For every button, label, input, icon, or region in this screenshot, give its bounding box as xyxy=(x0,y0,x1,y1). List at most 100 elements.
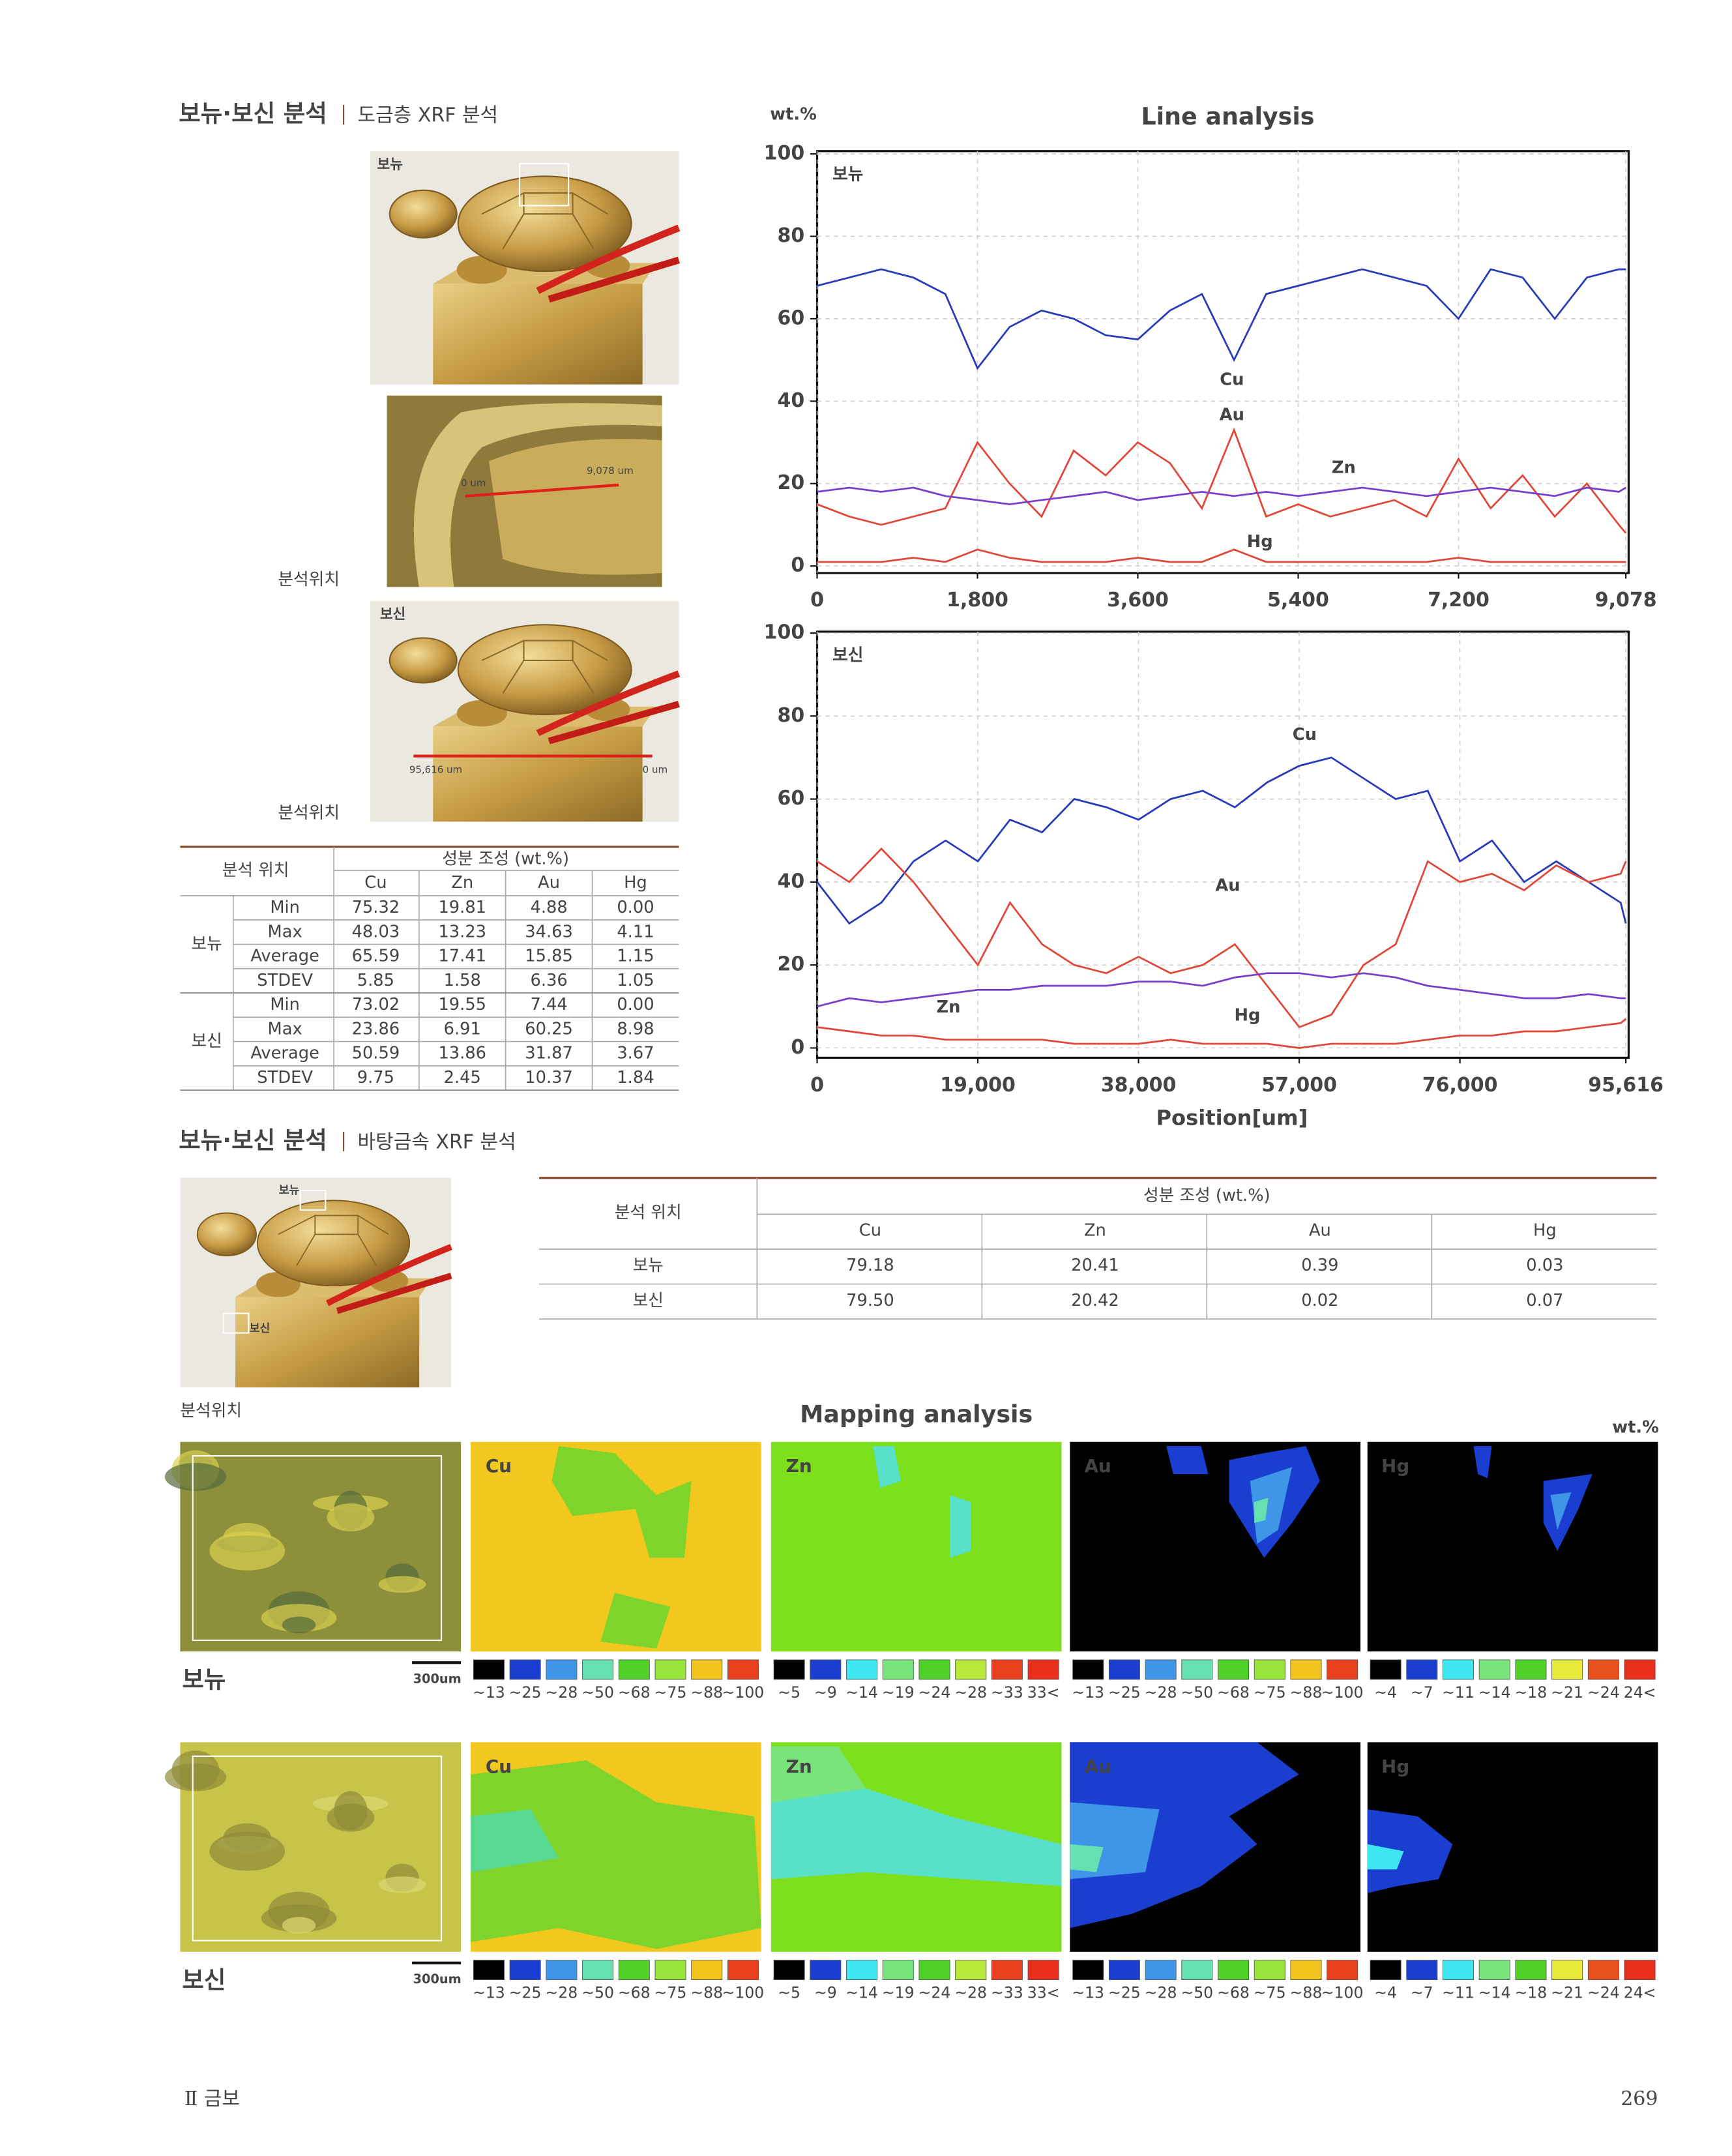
legend-label: ~19 xyxy=(882,1683,915,1702)
legend-label: ~18 xyxy=(1515,1683,1548,1702)
legend-swatch xyxy=(1370,1659,1402,1680)
analysis-box xyxy=(299,1189,327,1211)
legend-label: 24< xyxy=(1624,1683,1656,1702)
legend-swatch xyxy=(1551,1960,1583,1981)
table-cell: 75.32 xyxy=(352,898,400,917)
x-tick-label: 19,000 xyxy=(940,1074,1016,1097)
legend-label: ~11 xyxy=(1442,1984,1475,2002)
row-label: Min xyxy=(270,898,300,917)
row-label: 보신 xyxy=(633,1291,664,1310)
legend-swatch xyxy=(1443,1659,1475,1680)
legend-swatch xyxy=(654,1960,686,1981)
legend-swatch xyxy=(991,1659,1023,1680)
axis-unit: wt.% xyxy=(770,105,817,125)
x-tick-label: 76,000 xyxy=(1422,1074,1498,1097)
turtle-head xyxy=(389,637,458,684)
y-tick-label: 100 xyxy=(764,142,805,165)
legend-label: 33< xyxy=(1027,1683,1060,1702)
legend-swatch xyxy=(546,1659,578,1680)
legend-label: ~75 xyxy=(654,1984,687,2002)
closeup-arc xyxy=(413,403,662,587)
y-tick-label: 0 xyxy=(791,554,804,577)
series-line xyxy=(817,1018,1627,1049)
series-label: Au xyxy=(1220,405,1244,424)
optical-texture xyxy=(209,1831,286,1871)
table-cell: 13.86 xyxy=(438,1044,486,1063)
map-region xyxy=(1070,1844,1104,1872)
legend-swatch xyxy=(1551,1659,1583,1680)
x-tick-label: 7,200 xyxy=(1428,589,1490,612)
legend-label: ~14 xyxy=(845,1683,878,1702)
table-cell: 48.03 xyxy=(352,922,400,941)
legend-swatch xyxy=(727,1659,759,1680)
legend-label: ~13 xyxy=(1072,1984,1104,2002)
turtle-shell xyxy=(256,1200,411,1287)
turtle-shell xyxy=(457,624,632,716)
wire xyxy=(548,256,680,303)
legend-label: 24< xyxy=(1624,1984,1656,2002)
legend-label: ~7 xyxy=(1411,1984,1433,2002)
legend-swatch xyxy=(1624,1659,1656,1680)
legend-label: ~50 xyxy=(581,1683,614,1702)
legend-swatch xyxy=(654,1659,686,1680)
section-title: 보뉴·보신 분석 xyxy=(179,100,327,128)
y-tick-label: 60 xyxy=(777,787,804,810)
legend-label: ~28 xyxy=(954,1984,987,2002)
map-region xyxy=(1367,1809,1453,1893)
series-label: Au xyxy=(1215,876,1240,895)
legend-swatch xyxy=(1327,1960,1358,1981)
shell-pattern xyxy=(278,1215,389,1266)
legend-swatch xyxy=(846,1960,878,1981)
legend-swatch xyxy=(773,1960,805,1981)
map-element-label: Cu xyxy=(486,1756,512,1777)
seal-base xyxy=(235,1297,420,1388)
map-region xyxy=(1254,1498,1269,1523)
map-region xyxy=(600,1593,671,1649)
optical-texture xyxy=(378,1876,426,1893)
legend-label: ~24 xyxy=(918,1683,951,1702)
legend-label: ~7 xyxy=(1411,1683,1433,1702)
seal-base xyxy=(433,284,643,385)
y-tick-label: 0 xyxy=(791,1036,804,1059)
table-cell: 1.15 xyxy=(617,947,654,966)
table-cell: 79.18 xyxy=(846,1256,894,1275)
map-element-label: Hg xyxy=(1381,1455,1409,1477)
photo-label: 보뉴 xyxy=(279,1184,300,1197)
sample-label: 보신 xyxy=(182,1966,226,1994)
x-tick-label: 1,800 xyxy=(947,589,1008,612)
legend-label: ~100 xyxy=(1321,1683,1364,1702)
legend-label: ~68 xyxy=(1217,1984,1250,2002)
legend-label: ~100 xyxy=(722,1984,765,2002)
map-element-label: Au xyxy=(1085,1756,1111,1777)
legend-swatch xyxy=(582,1659,614,1680)
table-cell: 0.07 xyxy=(1526,1291,1563,1310)
map-region xyxy=(1250,1467,1293,1544)
legend-swatch xyxy=(1145,1659,1177,1680)
map-element-label: Au xyxy=(1085,1455,1111,1477)
legend-label: ~24 xyxy=(918,1984,951,2002)
y-tick-label: 100 xyxy=(764,621,805,644)
x-axis-label: Position[um] xyxy=(1156,1106,1308,1130)
legend-swatch xyxy=(1181,1960,1213,1981)
legend-label: ~14 xyxy=(845,1984,878,2002)
table-cell: 9.75 xyxy=(357,1068,394,1087)
legend-swatch xyxy=(882,1659,914,1680)
table-cell: 60.25 xyxy=(525,1019,573,1039)
turtle-head xyxy=(389,189,458,239)
legend-swatch xyxy=(1027,1659,1059,1680)
row-label: Average xyxy=(250,1044,319,1063)
legend-swatch xyxy=(882,1960,914,1981)
y-tick-label: 40 xyxy=(777,870,804,893)
series-line xyxy=(816,756,1627,925)
optical-texture xyxy=(327,1803,375,1832)
table-cell: 0.03 xyxy=(1526,1256,1563,1275)
table-cell: 5.85 xyxy=(357,971,394,990)
legend-label: ~88 xyxy=(690,1984,723,2002)
caption: 분석위치 xyxy=(278,803,340,823)
legend-swatch xyxy=(582,1960,614,1981)
series-line xyxy=(817,486,1626,505)
map-region xyxy=(1543,1473,1593,1551)
analysis-frame xyxy=(192,1455,443,1642)
panel-label: 보신 xyxy=(832,645,863,665)
measure-label: 0 um xyxy=(643,764,668,776)
